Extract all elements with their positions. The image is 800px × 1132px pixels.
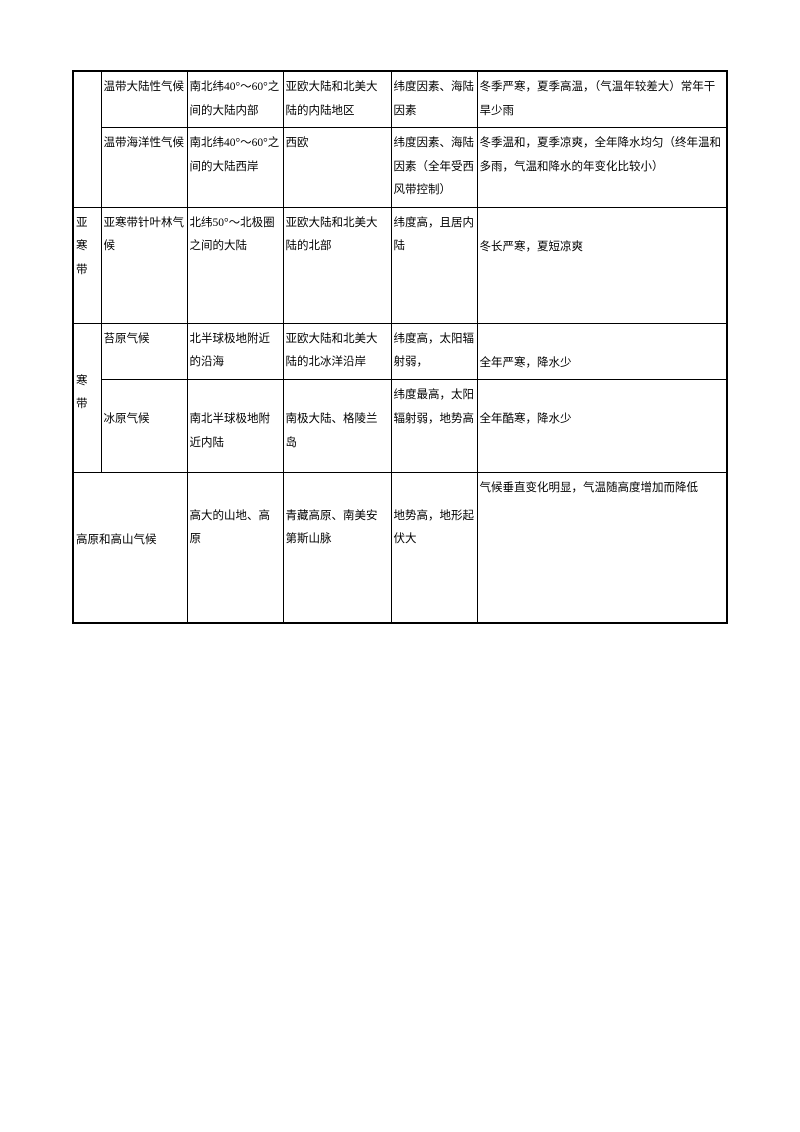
feature-cell: 冬长严寒，夏短凉爽 <box>477 207 727 323</box>
table-row: 高原和高山气候 高大的山地、高原 青藏高原、南美安第斯山脉 地势高，地形起伏大 … <box>73 472 727 623</box>
location-cell: 高大的山地、高原 <box>187 472 283 623</box>
climate-type-cell: 温带大陆性气候 <box>101 71 187 128</box>
factor-cell: 纬度高，且居内陆 <box>391 207 477 323</box>
table-row: 冰原气候 南北半球极地附近内陆 南极大陆、格陵兰岛 纬度最高，太阳辐射弱，地势高… <box>73 380 727 473</box>
climate-type-cell: 冰原气候 <box>101 380 187 473</box>
climate-type-cell: 温带海洋性气候 <box>101 128 187 208</box>
location-cell: 北半球极地附近的沿海 <box>187 323 283 380</box>
region-cell: 亚欧大陆和北美大陆的北部 <box>283 207 391 323</box>
table-row: 亚寒带 亚寒带针叶林气候 北纬50°～北极圈之间的大陆 亚欧大陆和北美大陆的北部… <box>73 207 727 323</box>
factor-cell: 地势高，地形起伏大 <box>391 472 477 623</box>
climate-type-cell: 亚寒带针叶林气候 <box>101 207 187 323</box>
feature-cell: 气候垂直变化明显，气温随高度增加而降低 <box>477 472 727 623</box>
feature-cell: 全年酷寒，降水少 <box>477 380 727 473</box>
region-cell: 亚欧大陆和北美大陆的内陆地区 <box>283 71 391 128</box>
feature-cell: 冬季温和，夏季凉爽，全年降水均匀（终年温和多雨，气温和降水的年变化比较小） <box>477 128 727 208</box>
page-container: 温带大陆性气候 南北纬40°～60°之间的大陆内部 亚欧大陆和北美大陆的内陆地区… <box>0 0 800 624</box>
factor-cell: 纬度因素、海陆因素（全年受西风带控制） <box>391 128 477 208</box>
location-cell: 北纬50°～北极圈之间的大陆 <box>187 207 283 323</box>
location-cell: 南北纬40°～60°之间的大陆内部 <box>187 71 283 128</box>
table-row: 温带海洋性气候 南北纬40°～60°之间的大陆西岸 西欧 纬度因素、海陆因素（全… <box>73 128 727 208</box>
factor-cell: 纬度高，太阳辐射弱， <box>391 323 477 380</box>
location-cell: 南北纬40°～60°之间的大陆西岸 <box>187 128 283 208</box>
zone-cell <box>73 71 101 207</box>
feature-cell: 冬季严寒，夏季高温，（气温年较差大）常年干旱少雨 <box>477 71 727 128</box>
climate-type-cell: 苔原气候 <box>101 323 187 380</box>
table-row: 温带大陆性气候 南北纬40°～60°之间的大陆内部 亚欧大陆和北美大陆的内陆地区… <box>73 71 727 128</box>
region-cell: 亚欧大陆和北美大陆的北冰洋沿岸 <box>283 323 391 380</box>
zone-cell: 高原和高山气候 <box>73 472 187 623</box>
climate-table: 温带大陆性气候 南北纬40°～60°之间的大陆内部 亚欧大陆和北美大陆的内陆地区… <box>72 70 728 624</box>
zone-cell: 寒带 <box>73 323 101 472</box>
location-cell: 南北半球极地附近内陆 <box>187 380 283 473</box>
region-cell: 西欧 <box>283 128 391 208</box>
factor-cell: 纬度因素、海陆因素 <box>391 71 477 128</box>
factor-cell: 纬度最高，太阳辐射弱，地势高 <box>391 380 477 473</box>
feature-cell: 全年严寒，降水少 <box>477 323 727 380</box>
region-cell: 南极大陆、格陵兰岛 <box>283 380 391 473</box>
zone-cell: 亚寒带 <box>73 207 101 323</box>
table-row: 寒带 苔原气候 北半球极地附近的沿海 亚欧大陆和北美大陆的北冰洋沿岸 纬度高，太… <box>73 323 727 380</box>
region-cell: 青藏高原、南美安第斯山脉 <box>283 472 391 623</box>
